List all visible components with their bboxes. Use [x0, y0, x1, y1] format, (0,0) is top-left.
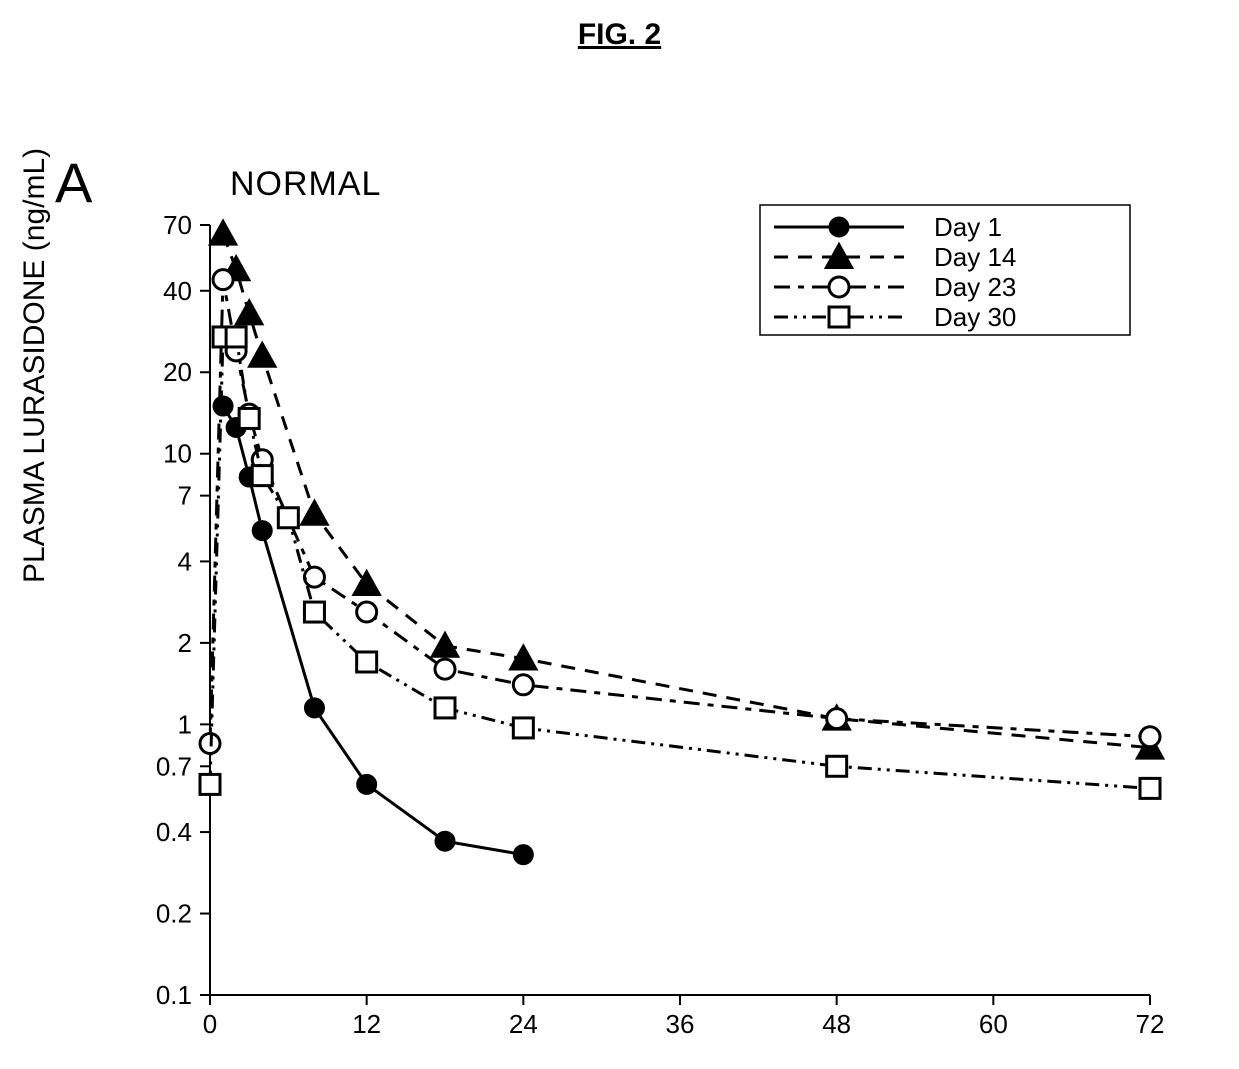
- x-tick-label: 12: [352, 1009, 381, 1039]
- legend-label: Day 23: [934, 272, 1016, 302]
- marker-triangle-filled: [209, 219, 238, 245]
- y-axis-label: PLASMA LURASIDONE (ng/mL): [18, 148, 52, 583]
- marker-circle-filled: [357, 774, 377, 794]
- chart-svg: 0.10.20.40.71247102040700122436486072Day…: [60, 195, 1190, 1055]
- y-tick-label: 1: [178, 709, 192, 739]
- marker-square-open: [829, 307, 849, 327]
- marker-triangle-filled: [300, 499, 329, 525]
- x-tick-label: 72: [1136, 1009, 1165, 1039]
- y-tick-label: 40: [163, 276, 192, 306]
- marker-circle-filled: [213, 396, 233, 416]
- series-line: [210, 280, 1150, 744]
- marker-square-open: [200, 774, 220, 794]
- marker-triangle-filled: [509, 644, 538, 670]
- marker-circle-filled: [252, 521, 272, 541]
- y-tick-label: 0.1: [156, 980, 192, 1010]
- marker-triangle-filled: [235, 299, 264, 325]
- x-tick-label: 60: [979, 1009, 1008, 1039]
- marker-triangle-filled: [431, 632, 460, 658]
- x-tick-label: 0: [203, 1009, 217, 1039]
- x-tick-label: 48: [822, 1009, 851, 1039]
- y-tick-label: 20: [163, 357, 192, 387]
- marker-square-open: [252, 466, 272, 486]
- y-tick-label: 70: [163, 210, 192, 240]
- y-tick-label: 2: [178, 628, 192, 658]
- y-tick-label: 0.7: [156, 751, 192, 781]
- y-tick-label: 4: [178, 546, 192, 576]
- chart-container: 0.10.20.40.71247102040700122436486072Day…: [60, 195, 1190, 1055]
- y-tick-label: 10: [163, 439, 192, 469]
- marker-square-open: [1140, 778, 1160, 798]
- marker-circle-open: [435, 659, 455, 679]
- series-line: [210, 337, 1150, 788]
- legend-label: Day 1: [934, 212, 1002, 242]
- y-tick-label: 7: [178, 481, 192, 511]
- marker-square-open: [357, 652, 377, 672]
- marker-square-open: [239, 408, 259, 428]
- legend-label: Day 30: [934, 302, 1016, 332]
- marker-circle-open: [1140, 727, 1160, 747]
- marker-square-open: [278, 508, 298, 528]
- marker-circle-open: [829, 277, 849, 297]
- y-tick-label: 0.4: [156, 817, 192, 847]
- marker-circle-open: [213, 270, 233, 290]
- marker-square-open: [513, 718, 533, 738]
- legend-label: Day 14: [934, 242, 1016, 272]
- marker-square-open: [304, 602, 324, 622]
- series-2: [200, 270, 1160, 754]
- figure-title: FIG. 2: [0, 18, 1239, 52]
- marker-square-open: [226, 327, 246, 347]
- marker-circle-filled: [304, 698, 324, 718]
- x-tick-label: 24: [509, 1009, 538, 1039]
- marker-circle-open: [357, 602, 377, 622]
- marker-square-open: [435, 698, 455, 718]
- y-tick-label: 0.2: [156, 899, 192, 929]
- page: FIG. 2 A NORMAL PLASMA LURASIDONE (ng/mL…: [0, 0, 1239, 1069]
- marker-triangle-filled: [352, 570, 381, 596]
- marker-circle-filled: [829, 217, 849, 237]
- legend: Day 1Day 14Day 23Day 30: [760, 205, 1130, 335]
- marker-circle-filled: [513, 845, 533, 865]
- marker-circle-open: [304, 567, 324, 587]
- marker-circle-open: [513, 675, 533, 695]
- marker-circle-filled: [435, 831, 455, 851]
- marker-square-open: [827, 756, 847, 776]
- x-tick-label: 36: [666, 1009, 695, 1039]
- marker-triangle-filled: [248, 342, 277, 368]
- marker-circle-open: [827, 709, 847, 729]
